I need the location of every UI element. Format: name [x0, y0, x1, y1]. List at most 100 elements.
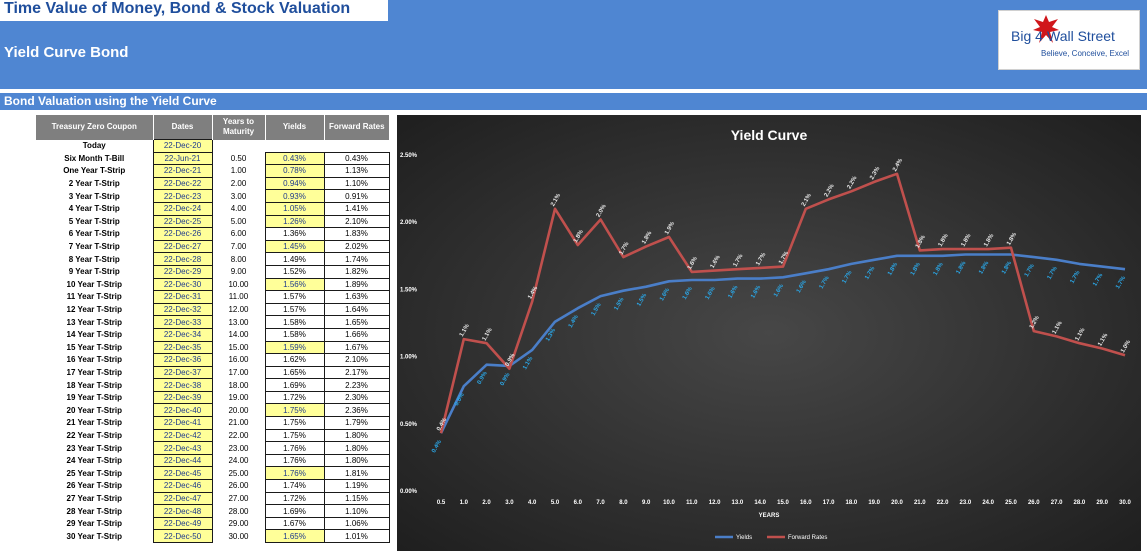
- years-to-maturity: 24.00: [228, 456, 249, 466]
- maturity-date-input[interactable]: 22-Dec-25: [152, 214, 213, 229]
- table-row: 3 Year T-Strip 22-Dec-23 3.00 0.93% 0.91%: [36, 189, 390, 203]
- yield-value: 1.62%: [264, 353, 325, 367]
- yield-input[interactable]: 1.76%: [264, 466, 325, 481]
- x-tick-label: 4.0: [528, 500, 537, 506]
- forward-rate-value: 1.82%: [323, 264, 390, 279]
- x-tick-label: 17.0: [823, 500, 835, 506]
- maturity-date-input[interactable]: 22-Dec-35: [152, 340, 213, 355]
- table-row: 11 Year T-Strip 22-Dec-31 11.00 1.57% 1.63%: [36, 290, 390, 304]
- table-row: 4 Year T-Strip 22-Dec-24 4.00 1.05% 1.41%: [36, 201, 390, 216]
- today-date-input[interactable]: 22-Dec-20: [152, 139, 213, 153]
- strip-name: 12 Year T-Strip: [66, 305, 122, 315]
- col-header-yields: Yields: [265, 115, 325, 140]
- x-tick-label: 26.0: [1028, 500, 1040, 506]
- table-row: 22 Year T-Strip 22-Dec-42 22.00 1.75% 1.80%: [36, 428, 390, 443]
- yield-input[interactable]: 0.43%: [264, 151, 325, 166]
- maturity-date-input[interactable]: 22-Dec-39: [152, 390, 213, 405]
- maturity-date-input[interactable]: 22-Dec-34: [152, 327, 213, 342]
- x-axis-title: YEARS: [759, 513, 780, 519]
- chart-title: Yield Curve: [731, 127, 808, 143]
- years-to-maturity: 17.00: [228, 367, 249, 377]
- yield-input[interactable]: 1.05%: [264, 201, 325, 216]
- maturity-date-input[interactable]: 22-Dec-50: [152, 529, 213, 543]
- maturity-date-input[interactable]: 22-Dec-30: [152, 277, 213, 292]
- maturity-date-input[interactable]: 22-Dec-32: [152, 302, 213, 317]
- maturity-date-input[interactable]: 22-Dec-31: [152, 290, 213, 304]
- maturity-date-input[interactable]: 22-Dec-49: [152, 516, 213, 531]
- forward-rate-value: 1.80%: [323, 453, 390, 468]
- yield-input[interactable]: 0.78%: [264, 164, 325, 178]
- yield-value: 1.36%: [264, 227, 325, 241]
- maturity-date-input[interactable]: 22-Dec-22: [152, 176, 213, 191]
- table-row: 13 Year T-Strip 22-Dec-33 13.00 1.58% 1.65%: [36, 315, 390, 329]
- maturity-date-input[interactable]: 22-Dec-26: [152, 227, 213, 241]
- forward-rate-value: 1.66%: [323, 327, 390, 342]
- logo-text-big4: Big 4: [1011, 28, 1043, 44]
- maturity-date-input[interactable]: 22-Dec-27: [152, 239, 213, 254]
- yield-value: 1.57%: [264, 290, 325, 304]
- yield-input[interactable]: 0.94%: [264, 176, 325, 191]
- maturity-date-input[interactable]: 22-Dec-37: [152, 365, 213, 380]
- maturity-date-input[interactable]: 22-Dec-45: [152, 466, 213, 481]
- yield-input[interactable]: 1.75%: [264, 403, 325, 418]
- forward-rate-value: 1.81%: [323, 466, 390, 481]
- bond-table: Treasury Zero Coupon Dates Years to Matu…: [36, 115, 390, 543]
- section-header: Bond Valuation using the Yield Curve: [0, 93, 1147, 110]
- x-tick-label: 22.0: [937, 500, 949, 506]
- maturity-date-input[interactable]: 22-Dec-40: [152, 403, 213, 418]
- forward-rate-value: 1.64%: [323, 302, 390, 317]
- strip-name: 16 Year T-Strip: [66, 355, 122, 365]
- years-to-maturity: 8.00: [230, 254, 247, 264]
- maturity-date-input[interactable]: 22-Dec-48: [152, 504, 213, 518]
- forward-rate-value: 0.43%: [323, 151, 390, 166]
- yield-value: 1.75%: [264, 428, 325, 443]
- maturity-date-input[interactable]: 22-Dec-44: [152, 453, 213, 468]
- yield-input[interactable]: 1.65%: [264, 529, 325, 543]
- forward-rate-value: 2.10%: [323, 214, 390, 229]
- maturity-date-input[interactable]: 22-Dec-21: [152, 164, 213, 178]
- years-to-maturity: 3.00: [230, 191, 247, 201]
- table-row: 10 Year T-Strip 22-Dec-30 10.00 1.56% 1.89%: [36, 277, 390, 292]
- yield-input[interactable]: 1.59%: [264, 340, 325, 355]
- x-tick-label: 27.0: [1051, 500, 1063, 506]
- strip-name: 30 Year T-Strip: [66, 531, 122, 541]
- y-tick-label: 1.00%: [400, 355, 418, 361]
- table-row: 7 Year T-Strip 22-Dec-27 7.00 1.45% 2.02%: [36, 239, 390, 254]
- strip-name: 28 Year T-Strip: [66, 506, 122, 516]
- maturity-date-input[interactable]: 22-Dec-47: [152, 491, 213, 506]
- strip-name: 10 Year T-Strip: [66, 279, 122, 289]
- forward-rate-value: 1.67%: [323, 340, 390, 355]
- maturity-date-input[interactable]: 22-Dec-38: [152, 378, 213, 392]
- years-to-maturity: 22.00: [228, 430, 249, 440]
- maturity-date-input[interactable]: 22-Dec-24: [152, 201, 213, 216]
- yield-input[interactable]: 0.93%: [264, 189, 325, 203]
- y-tick-label: 2.50%: [400, 153, 418, 159]
- maturity-date-input[interactable]: 22-Dec-33: [152, 315, 213, 329]
- yield-input[interactable]: 1.45%: [264, 239, 325, 254]
- maturity-date-input[interactable]: 22-Jun-21: [152, 151, 213, 166]
- maturity-date-input[interactable]: 22-Dec-42: [152, 428, 213, 443]
- table-row: 21 Year T-Strip 22-Dec-41 21.00 1.75% 1.79%: [36, 416, 390, 430]
- forward-rate-value: 1.80%: [323, 428, 390, 443]
- maturity-date-input[interactable]: 22-Dec-28: [152, 252, 213, 266]
- maturity-date-input[interactable]: 22-Dec-41: [152, 416, 213, 430]
- table-row: One Year T-Strip 22-Dec-21 1.00 0.78% 1.13%: [36, 164, 390, 178]
- x-tick-label: 8.0: [619, 500, 628, 506]
- forward-rate-value: 2.17%: [323, 365, 390, 380]
- maturity-date-input[interactable]: 22-Dec-46: [152, 479, 213, 493]
- maturity-date-input[interactable]: 22-Dec-36: [152, 353, 213, 367]
- maturity-date-input[interactable]: 22-Dec-43: [152, 441, 213, 455]
- years-to-maturity: 10.00: [228, 279, 249, 289]
- yield-value: 1.74%: [264, 479, 325, 493]
- years-to-maturity: 13.00: [228, 317, 249, 327]
- maturity-date-input[interactable]: 22-Dec-29: [152, 264, 213, 279]
- years-to-maturity: 29.00: [228, 519, 249, 529]
- yield-value: 1.75%: [264, 416, 325, 430]
- forward-rate-value: 2.10%: [323, 353, 390, 367]
- table-row: 30 Year T-Strip 22-Dec-50 30.00 1.65% 1.01%: [36, 529, 390, 543]
- table-row: 26 Year T-Strip 22-Dec-46 26.00 1.74% 1.19%: [36, 479, 390, 493]
- forward-rate-value: 1.10%: [323, 504, 390, 518]
- yield-input[interactable]: 1.26%: [264, 214, 325, 229]
- maturity-date-input[interactable]: 22-Dec-23: [152, 189, 213, 203]
- yield-input[interactable]: 1.56%: [264, 277, 325, 292]
